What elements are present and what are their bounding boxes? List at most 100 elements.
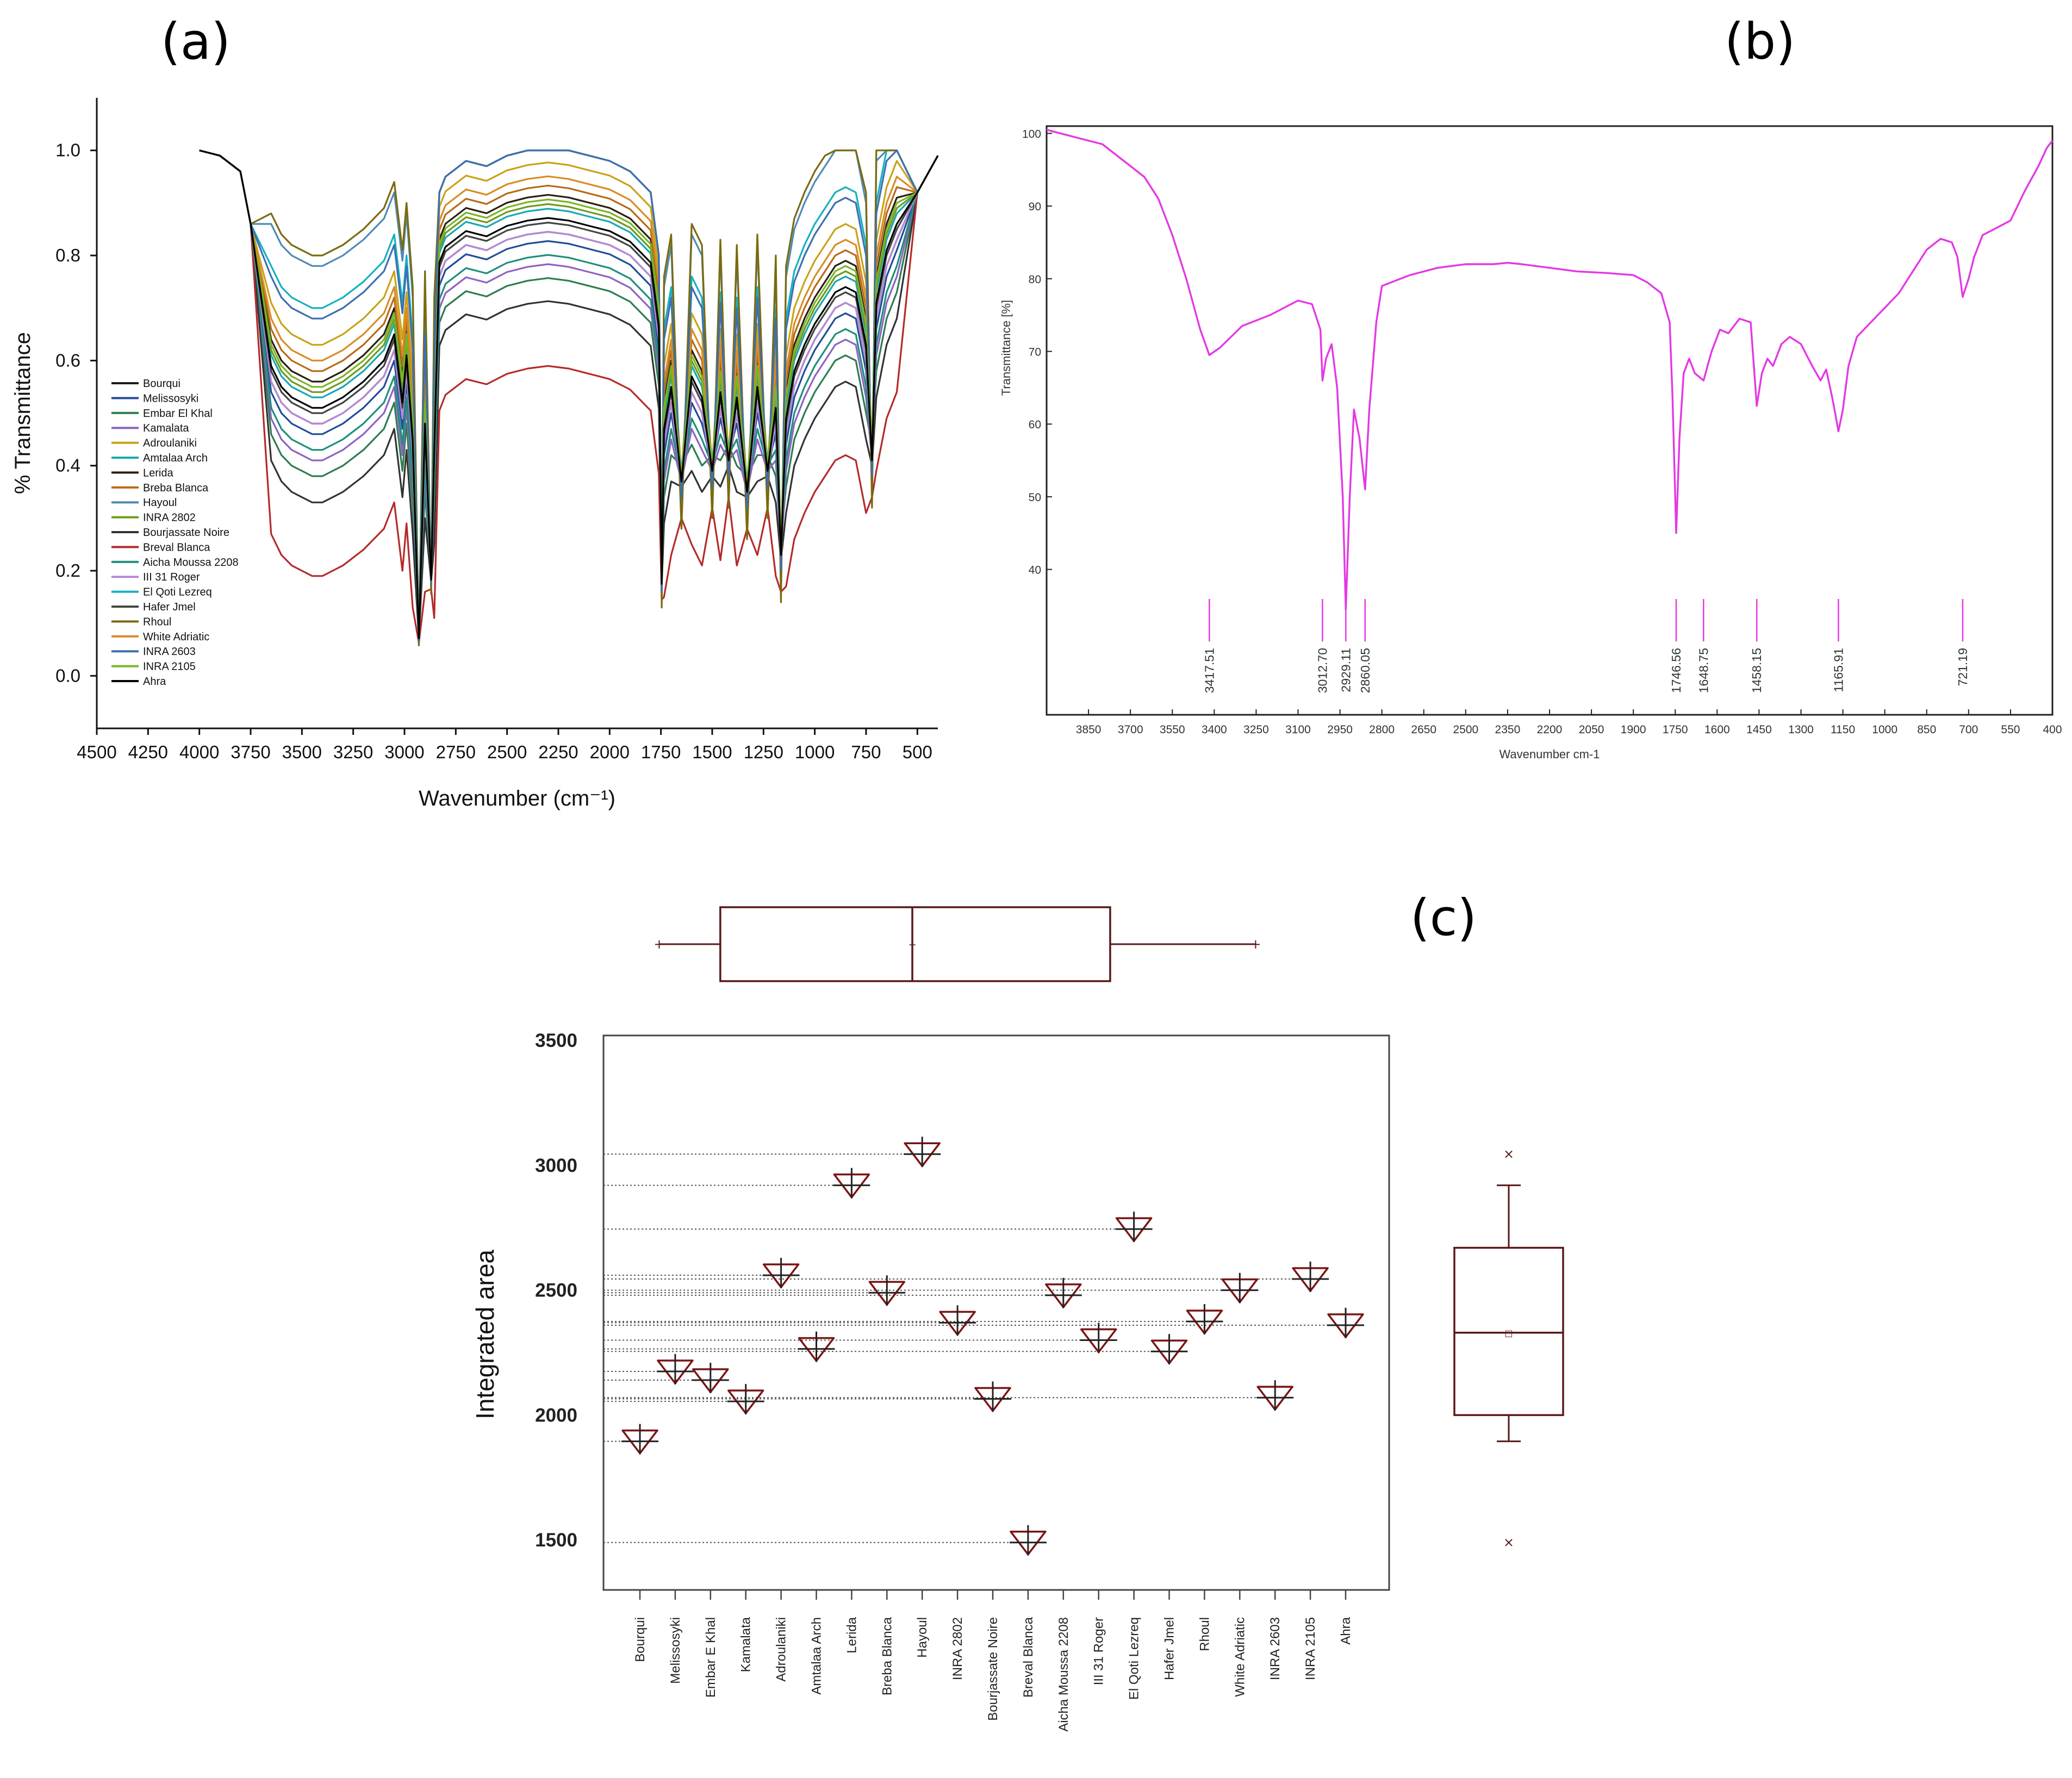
- chart-a-x-tick-label: 3250: [333, 742, 373, 762]
- chart-c-marker: [1080, 1322, 1117, 1353]
- chart-b-x-tick-label: 1000: [1872, 723, 1897, 736]
- chart-b-x-tick-label: 1450: [1746, 723, 1772, 736]
- chart-c-marker: [1009, 1525, 1047, 1556]
- chart-a-x-tick-label: 4000: [179, 742, 219, 762]
- chart-b-x-tick-label: 2800: [1369, 723, 1395, 736]
- chart-b-x-tick-label: 700: [1959, 723, 1978, 736]
- chart-a-line-inra-2105: [199, 149, 939, 639]
- chart-b-y-tick-label: 80: [1029, 273, 1041, 286]
- chart-a-line-white-adriatic: [199, 149, 939, 639]
- chart-a-legend-label: Breba Blanca: [143, 482, 209, 494]
- chart-a-y-tick-label: 0.4: [55, 456, 80, 476]
- chart-c-category-label: Kamalata: [739, 1617, 754, 1672]
- chart-b-x-tick-label: 2200: [1537, 723, 1563, 736]
- chart-b-x-tick-label: 1300: [1788, 723, 1814, 736]
- chart-c-vbox-mean-marker: □: [1504, 1328, 1513, 1338]
- chart-c-guide-lines: [603, 1153, 1346, 1543]
- chart-a-legend-label: Adroulaniki: [143, 438, 197, 450]
- chart-a-legend-label: Kamalata: [143, 422, 189, 434]
- chart-c-vbox-box: [1453, 1246, 1564, 1417]
- chart-c-hbox-mean-marker: +: [908, 939, 916, 951]
- chart-b-x-tick-label: 3100: [1285, 723, 1311, 736]
- chart-b-y-axis-title: Transmittance [%]: [999, 300, 1013, 396]
- chart-a-legend-label: Hayoul: [143, 497, 177, 509]
- chart-c-category-label: Bourjassate Noire: [986, 1617, 1000, 1721]
- chart-b-x-tick-label: 3400: [1202, 723, 1227, 736]
- chart-c-hbox-box: [719, 906, 1111, 982]
- chart-b-x-tick-label: 2650: [1411, 723, 1436, 736]
- chart-a-x-tick-label: 4500: [77, 742, 116, 762]
- chart-b-spectrum-line: [1046, 129, 2054, 610]
- chart-c-category-label: White Adriatic: [1233, 1617, 1247, 1697]
- chart-a-x-tick-label: 2250: [538, 742, 578, 762]
- chart-a-y-axis-title: % Transmittance: [11, 332, 35, 494]
- chart-c-marker: [656, 1353, 694, 1384]
- chart-c-hbox-end-marker: +: [1250, 937, 1261, 952]
- chart-a-legend-label: Melissosyki: [143, 392, 198, 404]
- chart-c-y-tick-label: 3000: [535, 1155, 577, 1176]
- chart-c-vertical-boxplot: □ × ×: [1453, 1146, 1564, 1550]
- chart-b-peak-markers: 3417.51 3012.70 2929.11 2860.05 1746.56 1648.…: [1202, 599, 1970, 693]
- chart-c-category-label: Breval Blanca: [1021, 1617, 1036, 1698]
- chart-c-vbox-outlier: ×: [1503, 1535, 1514, 1550]
- chart-a-legend-label: White Adriatic: [143, 631, 209, 643]
- chart-c-vbox-outlier: ×: [1503, 1146, 1514, 1162]
- chart-a-x-tick-label: 2750: [436, 742, 476, 762]
- chart-a-y-tick-label: 0.6: [55, 350, 80, 370]
- chart-b-x-tick-label: 2500: [1453, 723, 1478, 736]
- chart-b-peak-label: 2860.05: [1358, 648, 1372, 693]
- chart-a-legend: Bourqui Melissosyki Embar El Khal Kamalata A…: [111, 378, 239, 688]
- chart-a-x-tick-label: 1750: [641, 742, 681, 762]
- chart-c-markers: [621, 1137, 1364, 1556]
- chart-c-marker: [1186, 1304, 1223, 1335]
- chart-a-line-bourqui: [199, 149, 939, 640]
- chart-b-peak-label: 1458.15: [1750, 648, 1764, 693]
- chart-b-peak-label: 721.19: [1956, 648, 1970, 686]
- chart-b-y-tick-label: 50: [1029, 491, 1041, 504]
- chart-c-marker: [833, 1168, 870, 1199]
- chart-a-line-ahra: [199, 149, 939, 639]
- chart-c-marker: [974, 1381, 1011, 1412]
- chart-b-x-tick-label: 2950: [1327, 723, 1353, 736]
- chart-b-series: [1046, 129, 2054, 610]
- chart-a-line-lerida: [199, 149, 939, 639]
- chart-a-line-melissosyki: [199, 149, 939, 639]
- chart-a-legend-label: Embar El Khal: [143, 408, 213, 420]
- chart-a-x-tick-label: 2000: [590, 742, 630, 762]
- chart-a-line-bourjassate-noire: [199, 149, 939, 640]
- chart-b-x-tick-label: 2350: [1495, 723, 1521, 736]
- chart-a-x-ticks: 4500 4250 4000 3750 3500 3250 3000 2750 2500 2250…: [77, 728, 932, 762]
- chart-b-y-ticks: 40 50 60 70 80 90 100: [1022, 128, 1052, 577]
- chart-c-category-label: Adroulaniki: [774, 1617, 789, 1682]
- chart-c-category-label: Aicha Moussa 2208: [1056, 1617, 1071, 1732]
- chart-a-legend-label: Bourqui: [143, 378, 181, 390]
- chart-b-x-tick-label: 3550: [1160, 723, 1185, 736]
- chart-b-y-tick-label: 100: [1022, 128, 1041, 140]
- chart-a-line-amtalaa-arch: [199, 149, 939, 638]
- chart-b-x-tick-label: 1900: [1621, 723, 1646, 736]
- chart-a-line-inra-2603: [199, 149, 939, 642]
- chart-a-y-tick-label: 0.2: [55, 560, 80, 581]
- chart-a-line-aicha-moussa-2208: [199, 149, 939, 639]
- chart-a-y-tick-label: 0.8: [55, 245, 80, 265]
- chart-c-category-label: Hayoul: [915, 1617, 930, 1658]
- chart-c-category-label: Lerida: [844, 1617, 859, 1653]
- chart-b-peak-label: 1648.75: [1696, 648, 1710, 693]
- chart-b-x-tick-label: 3250: [1243, 723, 1269, 736]
- chart-b: 40 50 60 70 80 90 100 3850 3700 3550 3400 3250 3100…: [999, 125, 2062, 761]
- chart-a-x-tick-label: 1000: [795, 742, 835, 762]
- chart-c: 1500 2000 2500 3000 3500 Bourqui Melissosyki E…: [471, 906, 1564, 1732]
- chart-a-legend-label: Lerida: [143, 467, 173, 479]
- chart-c-y-axis-title: Integrated area: [471, 1250, 499, 1419]
- chart-c-category-label: Bourqui: [633, 1617, 648, 1662]
- chart-b-y-tick-label: 60: [1029, 419, 1041, 431]
- chart-b-x-tick-label: 3700: [1118, 723, 1143, 736]
- chart-a-series: [199, 149, 939, 646]
- chart-b-peak-label: 1165.91: [1831, 648, 1845, 692]
- chart-b-peak-label: 3417.51: [1202, 648, 1216, 693]
- chart-b-peak-label: 3012.70: [1315, 648, 1329, 693]
- chart-b-y-tick-label: 90: [1029, 201, 1041, 213]
- chart-b-frame: [1046, 125, 2054, 716]
- chart-a-x-tick-label: 1250: [744, 742, 783, 762]
- chart-a-y-ticks: 0.0 0.2 0.4 0.6 0.8 1.0: [55, 140, 97, 685]
